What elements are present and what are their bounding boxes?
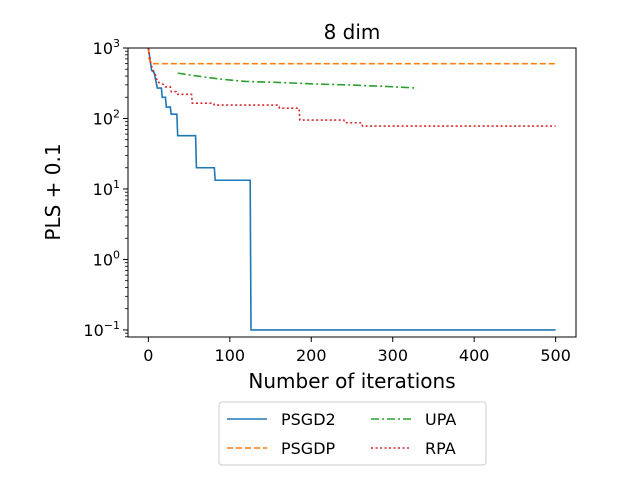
y-axis-label: PLS + 0.1 <box>41 143 65 240</box>
y-tick-label: 102 <box>93 107 120 128</box>
series-layer <box>147 47 556 331</box>
x-tick-label: 300 <box>377 346 408 365</box>
legend-label-upa: UPA <box>425 410 456 429</box>
chart-title: 8 dim <box>324 20 381 44</box>
x-axis-label: Number of iterations <box>248 369 455 393</box>
x-tick-label: 200 <box>296 346 327 365</box>
series-line-psgd2 <box>147 47 556 331</box>
legend-label-psgd2: PSGD2 <box>281 410 336 429</box>
ticks-layer: 0 100 200 300 400 500 10−1 100 101 102 103 <box>83 37 570 365</box>
legend-label-psgdp: PSGDP <box>281 439 336 458</box>
legend-label-rpa: RPA <box>425 439 456 458</box>
y-tick-label: 100 <box>93 248 120 269</box>
legend: PSGD2 UPA PSGDP RPA <box>218 401 487 466</box>
legend-frame <box>218 401 487 466</box>
series-line-upa <box>177 72 418 89</box>
y-tick-label: 101 <box>93 178 120 199</box>
x-tick-label: 0 <box>143 346 153 365</box>
x-tick-label: 400 <box>459 346 490 365</box>
x-tick-label: 500 <box>540 346 571 365</box>
series-line-rpa <box>147 47 556 127</box>
y-tick-label: 10−1 <box>83 319 120 340</box>
y-tick-label: 103 <box>93 37 120 58</box>
plot-frame <box>127 47 577 338</box>
x-tick-label: 100 <box>215 346 246 365</box>
plot-area <box>128 48 576 337</box>
